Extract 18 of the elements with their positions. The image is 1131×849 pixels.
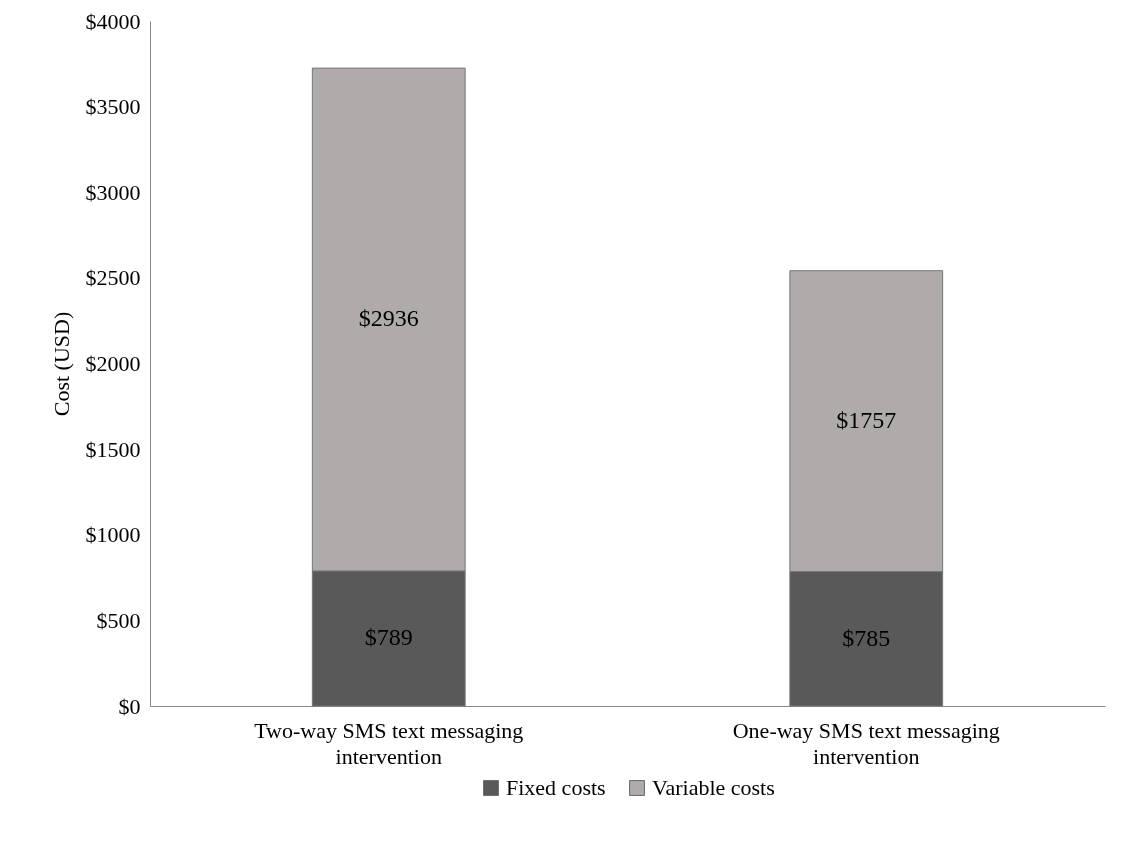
data-label: $785 — [842, 624, 891, 651]
data-label: $1757 — [836, 407, 897, 434]
y-axis-title: Cost (USD) — [48, 311, 74, 417]
y-tick-label: $4000 — [85, 8, 141, 34]
x-tick-label: Two-way SMS text messaging intervention — [254, 717, 524, 769]
data-label: $2936 — [358, 305, 419, 332]
y-tick-label: $1000 — [85, 522, 141, 548]
y-tick-label: $2000 — [85, 351, 141, 376]
y-tick-label: $3000 — [85, 179, 141, 205]
legend-label: Variable costs — [652, 775, 775, 800]
y-tick-label: $2500 — [85, 265, 141, 291]
data-label: $789 — [364, 624, 413, 651]
y-tick-label: $3500 — [85, 94, 141, 120]
y-tick-label: $1500 — [85, 436, 141, 462]
legend-label: Fixed costs — [506, 775, 606, 800]
y-tick-label: $500 — [96, 607, 141, 633]
x-tick-label: One-way SMS text messaging intervention — [732, 717, 1000, 769]
y-tick-label: $0 — [118, 693, 141, 719]
